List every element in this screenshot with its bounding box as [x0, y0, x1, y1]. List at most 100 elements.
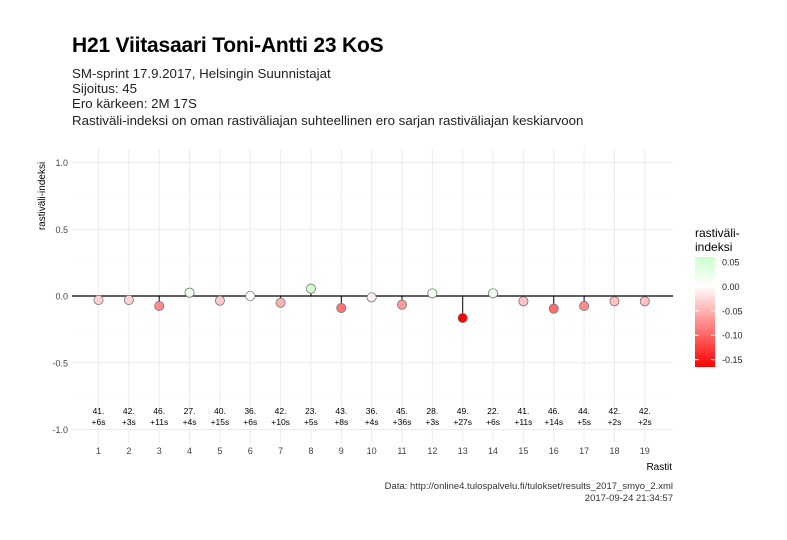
x-tick-label: 18: [609, 446, 619, 456]
rank-label: 23.: [305, 406, 317, 416]
x-tick-label: 11: [397, 446, 406, 456]
x-tick-label: 19: [640, 446, 650, 456]
data-point: [123, 295, 134, 306]
x-tick-label: 4: [187, 446, 192, 456]
time-diff-label: +14s: [544, 417, 563, 427]
time-diff-label: +27s: [453, 417, 472, 427]
data-point: [579, 301, 590, 312]
rank-label: 40.: [214, 406, 226, 416]
subtitle-index-description: Rastiväli-indeksi on oman rastiväliajan …: [72, 113, 584, 128]
x-axis-title: Rastit: [646, 462, 672, 473]
x-tick-label: 3: [157, 446, 162, 456]
legend: 0.05 0.00 -0.05 -0.10 -0.15: [695, 257, 743, 367]
x-tick-label: 6: [248, 446, 253, 456]
rank-label: 41.: [93, 406, 105, 416]
x-tick-label: 2: [126, 446, 131, 456]
data-point: [366, 292, 377, 303]
time-diff-label: +11s: [150, 417, 168, 427]
x-tick-label: 17: [579, 446, 589, 456]
data-point: [305, 283, 316, 294]
rank-label: 28.: [426, 406, 438, 416]
y-tick-label: -0.5: [52, 358, 68, 368]
x-tick-label: 7: [278, 446, 283, 456]
time-diff-label: +6s: [486, 417, 500, 427]
rank-label: 44.: [578, 406, 590, 416]
y-axis-title: rastiväli-indeksi: [37, 162, 48, 230]
time-diff-label: +2s: [638, 417, 652, 427]
data-point: [609, 296, 620, 307]
x-tick-label: 8: [308, 446, 313, 456]
time-diff-label: +15s: [211, 417, 230, 427]
rank-label: 49.: [457, 406, 469, 416]
rank-label: 46.: [153, 406, 165, 416]
x-tick-label: 15: [518, 446, 528, 456]
legend-tick-label: 0.00: [722, 282, 740, 292]
legend-tick-label: -0.15: [722, 355, 743, 365]
data-point: [518, 296, 529, 307]
subtitle-event: SM-sprint 17.9.2017, Helsingin Suunnista…: [72, 66, 331, 81]
subtitle-gap-to-leader: Ero kärkeen: 2M 17S: [72, 96, 197, 111]
rank-label: 41.: [517, 406, 529, 416]
rank-label: 46.: [548, 406, 560, 416]
axis-layer: 1.00.50.0-0.5-1.01 2 3 4 5 6 7 8 9 10 11 12 13 14 15 16…: [52, 158, 649, 456]
time-diff-label: +5s: [304, 417, 318, 427]
legend-tick-label: 0.05: [722, 257, 740, 267]
y-tick-label: 0.5: [55, 225, 68, 235]
x-tick-label: 1: [96, 446, 101, 456]
data-point: [548, 303, 559, 314]
time-diff-label: +2s: [607, 417, 621, 427]
x-tick-label: 10: [367, 446, 377, 456]
data-point: [214, 295, 225, 306]
data-point: [639, 296, 650, 307]
caption-source: Data: http://online4.tulospalvelu.fi/tul…: [384, 481, 673, 492]
time-diff-label: +4s: [365, 417, 379, 427]
data-point: [396, 299, 407, 310]
time-diff-label: +11s: [514, 417, 532, 427]
data-point: [488, 288, 499, 299]
time-diff-label: +3s: [122, 417, 136, 427]
x-tick-label: 16: [549, 446, 559, 456]
y-tick-label: 1.0: [55, 158, 68, 168]
rank-label: 45.: [396, 406, 408, 416]
legend-tick-label: -0.10: [722, 331, 743, 341]
time-diff-label: +6s: [243, 417, 257, 427]
legend-title-line-1: rastiväli-: [695, 226, 740, 240]
data-point: [427, 288, 438, 299]
x-tick-label: 14: [488, 446, 498, 456]
y-tick-label: -1.0: [52, 425, 68, 435]
data-point: [245, 290, 256, 301]
rank-label: 27.: [184, 406, 196, 416]
data-point: [184, 287, 195, 298]
point-layer: [93, 283, 650, 324]
rank-label: 43.: [335, 406, 347, 416]
rank-label: 36.: [244, 406, 256, 416]
subtitle-placement: Sijoitus: 45: [72, 81, 138, 96]
time-diff-label: +3s: [425, 417, 439, 427]
label-layer: 41.+6s42.+3s46.+11s27.+4s40.+15s36.+6s42…: [92, 406, 652, 427]
rank-label: 22.: [487, 406, 499, 416]
rank-label: 42.: [609, 406, 621, 416]
time-diff-label: +5s: [577, 417, 591, 427]
time-diff-label: +36s: [393, 417, 412, 427]
x-tick-label: 9: [339, 446, 344, 456]
time-diff-label: +8s: [334, 417, 348, 427]
legend-colorbar: [695, 257, 715, 367]
rank-label: 42.: [275, 406, 287, 416]
data-point: [154, 301, 165, 312]
caption-timestamp: 2017-09-24 21:34:57: [584, 493, 673, 504]
x-tick-label: 13: [458, 446, 468, 456]
data-point: [275, 297, 286, 308]
x-tick-label: 12: [427, 446, 437, 456]
data-point: [93, 295, 104, 306]
x-tick-label: 5: [217, 446, 222, 456]
time-diff-label: +4s: [183, 417, 197, 427]
data-point: [457, 313, 468, 324]
rank-label: 36.: [366, 406, 378, 416]
chart-title: H21 Viitasaari Toni-Antti 23 KoS: [72, 34, 384, 57]
y-tick-label: 0.0: [55, 292, 68, 302]
legend-title-line-2: indeksi: [695, 240, 732, 254]
time-diff-label: +10s: [271, 417, 290, 427]
time-diff-label: +6s: [92, 417, 106, 427]
